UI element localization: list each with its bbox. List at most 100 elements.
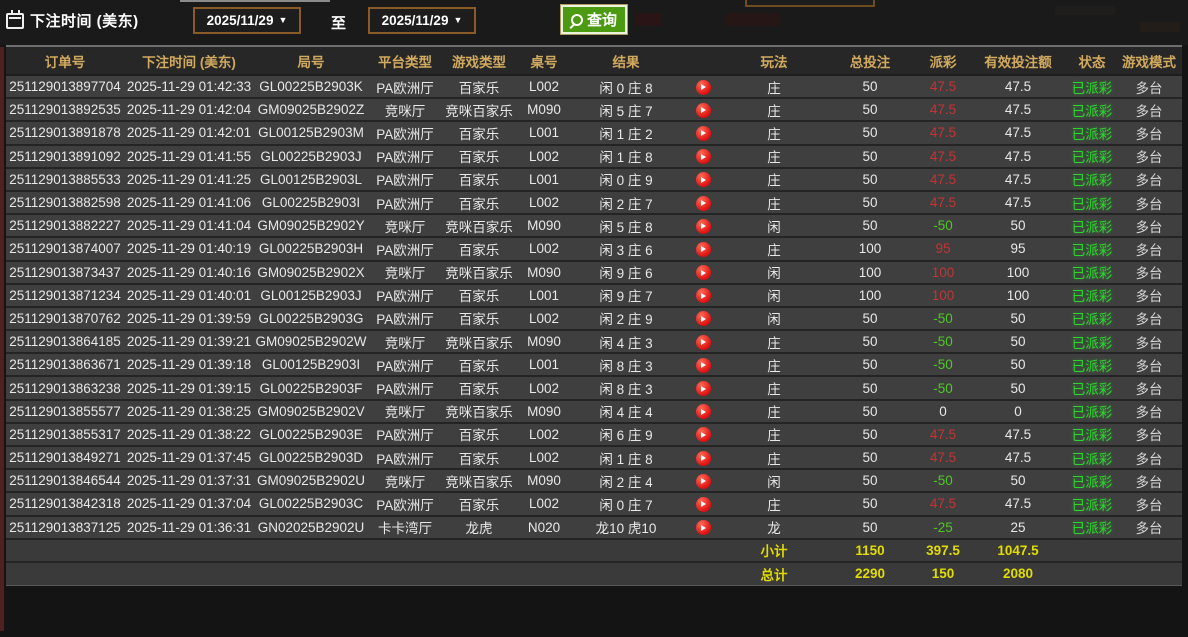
col-header-order: 订单号 xyxy=(6,47,124,76)
search-icon xyxy=(571,13,583,26)
chevron-down-icon: ▼ xyxy=(278,15,288,25)
play-icon[interactable] xyxy=(695,102,711,118)
round-id-cell: GL00125B2903I xyxy=(254,353,368,378)
replay-cell xyxy=(680,306,726,332)
result-cell: 闲 8 庄 3 xyxy=(572,376,680,401)
bet-on-cell: 庄 xyxy=(726,121,822,146)
ghost-element xyxy=(1055,6,1115,15)
ghost-element xyxy=(636,13,662,26)
play-icon[interactable] xyxy=(695,473,711,489)
order-id-cell: 251129013863671 xyxy=(6,353,124,378)
valid-bet-cell: 47.5 xyxy=(968,144,1068,169)
result-cell: 龙10 虎10 xyxy=(572,515,680,540)
result-cell: 闲 5 庄 8 xyxy=(572,214,680,239)
play-icon[interactable] xyxy=(695,125,711,141)
play-icon[interactable] xyxy=(695,218,711,234)
table-row: 251129013885533 2025-11-29 01:41:25 GL00… xyxy=(6,167,1182,192)
round-id-cell: GM09025B2902Y xyxy=(254,214,368,239)
col-header-game-type: 游戏类型 xyxy=(442,47,516,76)
platform-cell: PA欧洲厅 xyxy=(368,306,442,332)
query-button[interactable]: 查询 xyxy=(559,4,629,35)
total-bet-cell: 100 xyxy=(822,260,918,285)
status-cell: 已派彩 xyxy=(1068,399,1116,424)
play-icon[interactable] xyxy=(695,79,711,95)
play-icon[interactable] xyxy=(695,450,711,466)
game-type-cell: 百家乐 xyxy=(442,422,516,448)
result-cell: 闲 3 庄 6 xyxy=(572,237,680,262)
result-cell: 闲 9 庄 7 xyxy=(572,283,680,308)
play-icon[interactable] xyxy=(695,404,711,420)
date-from-select[interactable]: 2025/11/29 ▼ xyxy=(193,7,301,34)
play-icon[interactable] xyxy=(695,149,711,165)
game-type-cell: 龙虎 xyxy=(442,515,516,540)
col-header-bet-time: 下注时间 (美东) xyxy=(124,47,254,76)
game-mode-cell: 多台 xyxy=(1116,144,1182,169)
status-cell: 已派彩 xyxy=(1068,75,1116,100)
play-icon[interactable] xyxy=(695,334,711,350)
bet-time-cell: 2025-11-29 01:40:19 xyxy=(124,237,254,262)
payout-cell: 47.5 xyxy=(918,144,968,169)
play-icon[interactable] xyxy=(695,265,711,281)
table-row: 251129013891878 2025-11-29 01:42:01 GL00… xyxy=(6,121,1182,146)
table-no-cell: L002 xyxy=(516,376,572,401)
replay-cell xyxy=(680,190,726,216)
play-icon[interactable] xyxy=(695,172,711,188)
status-cell: 已派彩 xyxy=(1068,446,1116,471)
status-cell: 已派彩 xyxy=(1068,283,1116,308)
bet-time-cell: 2025-11-29 01:40:16 xyxy=(124,260,254,285)
table-row: 251129013846544 2025-11-29 01:37:31 GM09… xyxy=(6,469,1182,494)
status-cell: 已派彩 xyxy=(1068,190,1116,216)
table-row: 251129013863238 2025-11-29 01:39:15 GL00… xyxy=(6,376,1182,401)
total-bet-cell: 50 xyxy=(822,98,918,123)
valid-bet-cell: 50 xyxy=(968,214,1068,239)
valid-bet-cell: 47.5 xyxy=(968,190,1068,216)
date-to-value: 2025/11/29 xyxy=(381,13,449,28)
play-icon[interactable] xyxy=(695,496,711,512)
col-header-result: 结果 xyxy=(572,47,680,76)
table-no-cell: N020 xyxy=(516,515,572,540)
payout-cell: 47.5 xyxy=(918,446,968,471)
platform-cell: PA欧洲厅 xyxy=(368,121,442,146)
payout-cell: -50 xyxy=(918,214,968,239)
order-id-cell: 251129013871234 xyxy=(6,283,124,308)
play-icon[interactable] xyxy=(695,288,711,304)
play-icon[interactable] xyxy=(695,381,711,396)
payout-cell: 95 xyxy=(918,237,968,262)
table-no-cell: L002 xyxy=(516,75,572,100)
order-id-cell: 251129013882227 xyxy=(6,214,124,239)
game-mode-cell: 多台 xyxy=(1116,376,1182,401)
ghost-element xyxy=(1140,22,1180,32)
round-id-cell: GL00225B2903K xyxy=(254,75,368,100)
status-cell: 已派彩 xyxy=(1068,469,1116,494)
replay-cell xyxy=(680,469,726,494)
cutoff-divider xyxy=(180,0,330,2)
table-no-cell: L002 xyxy=(516,144,572,169)
play-icon[interactable] xyxy=(695,427,711,443)
bet-time-cell: 2025-11-29 01:38:25 xyxy=(124,399,254,424)
table-row: 251129013892535 2025-11-29 01:42:04 GM09… xyxy=(6,98,1182,123)
bet-time-cell: 2025-11-29 01:37:45 xyxy=(124,446,254,471)
game-type-cell: 竞咪百家乐 xyxy=(442,214,516,239)
total-bet-cell: 50 xyxy=(822,515,918,540)
table-no-cell: L002 xyxy=(516,446,572,471)
platform-cell: PA欧洲厅 xyxy=(368,144,442,169)
table-row: 251129013864185 2025-11-29 01:39:21 GM09… xyxy=(6,330,1182,355)
game-type-cell: 百家乐 xyxy=(442,446,516,471)
game-type-cell: 百家乐 xyxy=(442,237,516,262)
game-mode-cell: 多台 xyxy=(1116,121,1182,146)
play-icon[interactable] xyxy=(695,311,711,327)
valid-bet-cell: 47.5 xyxy=(968,121,1068,146)
table-row: 251129013842318 2025-11-29 01:37:04 GL00… xyxy=(6,492,1182,517)
play-icon[interactable] xyxy=(695,195,711,211)
valid-bet-cell: 47.5 xyxy=(968,422,1068,448)
replay-cell xyxy=(680,75,726,100)
col-header-valid-bet: 有效投注额 xyxy=(968,47,1068,76)
play-icon[interactable] xyxy=(695,520,711,536)
chevron-down-icon: ▼ xyxy=(453,15,463,25)
status-cell: 已派彩 xyxy=(1068,98,1116,123)
game-type-cell: 百家乐 xyxy=(442,353,516,378)
date-to-select[interactable]: 2025/11/29 ▼ xyxy=(368,7,476,34)
play-icon[interactable] xyxy=(695,241,711,257)
play-icon[interactable] xyxy=(695,357,711,373)
table-body: 251129013897704 2025-11-29 01:42:33 GL00… xyxy=(6,75,1182,540)
